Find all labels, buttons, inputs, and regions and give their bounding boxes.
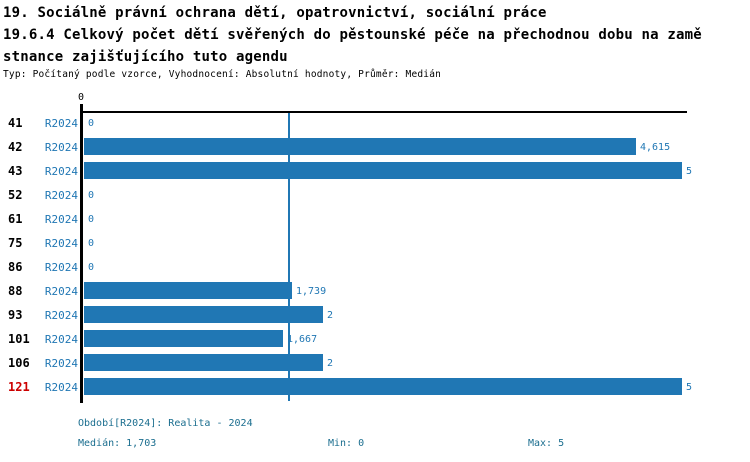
y-axis-line	[80, 104, 83, 403]
row-id-label: 52	[8, 188, 23, 202]
bar-value-label: 0	[88, 214, 95, 225]
row-period-label: R2024	[44, 165, 78, 178]
bar-value-label: 0	[88, 238, 95, 249]
bar-value-label: 5	[686, 382, 693, 393]
row-id-label: 75	[8, 236, 23, 250]
bar-value-label: 1,667	[287, 334, 318, 345]
row-period-label: R2024	[44, 237, 78, 250]
chart-subtitle: Typ: Počítaný podle vzorce, Vyhodnocení:…	[3, 69, 442, 80]
page-title-line-2: 19.6.4 Celkový počet dětí svěřených do p…	[3, 27, 702, 43]
row-id-label: 43	[8, 164, 23, 178]
value-bar	[84, 306, 323, 323]
x-axis-line	[80, 111, 687, 113]
footer-period-label: Období[R2024]: Realita - 2024	[78, 418, 253, 429]
value-bar	[84, 138, 636, 155]
row-id-label: 101	[8, 332, 30, 346]
value-bar	[84, 354, 323, 371]
page-title-line-1: 19. Sociálně právní ochrana dětí, opatro…	[3, 5, 547, 21]
footer-median-label: Medián: 1,703	[78, 438, 157, 449]
row-period-label: R2024	[44, 141, 78, 154]
row-period-label: R2024	[44, 309, 78, 322]
value-bar	[84, 162, 682, 179]
row-period-label: R2024	[44, 261, 78, 274]
row-id-label: 121	[8, 380, 30, 394]
row-id-label: 41	[8, 116, 23, 130]
row-id-label: 93	[8, 308, 23, 322]
row-id-label: 61	[8, 212, 23, 226]
value-bar	[84, 330, 283, 347]
row-id-label: 42	[8, 140, 23, 154]
bar-value-label: 0	[88, 118, 95, 129]
bar-value-label: 2	[327, 358, 334, 369]
row-period-label: R2024	[44, 117, 78, 130]
bar-value-label: 0	[88, 190, 95, 201]
row-period-label: R2024	[44, 213, 78, 226]
row-period-label: R2024	[44, 189, 78, 202]
row-period-label: R2024	[44, 381, 78, 394]
row-period-label: R2024	[44, 333, 78, 346]
bar-value-label: 1,739	[296, 286, 327, 297]
row-id-label: 106	[8, 356, 30, 370]
row-id-label: 86	[8, 260, 23, 274]
value-bar	[84, 378, 682, 395]
footer-max-label: Max: 5	[528, 438, 565, 449]
axis-zero-tick-label: 0	[77, 92, 85, 103]
bar-value-label: 4,615	[640, 142, 671, 153]
footer-min-label: Min: 0	[328, 438, 365, 449]
bar-value-label: 5	[686, 166, 693, 177]
row-id-label: 88	[8, 284, 23, 298]
median-line	[288, 113, 290, 401]
row-period-label: R2024	[44, 285, 78, 298]
page-title-line-3: stnance zajišťujícího tuto agendu	[3, 49, 288, 65]
bar-value-label: 2	[327, 310, 334, 321]
bar-value-label: 0	[88, 262, 95, 273]
row-period-label: R2024	[44, 357, 78, 370]
value-bar	[84, 282, 292, 299]
